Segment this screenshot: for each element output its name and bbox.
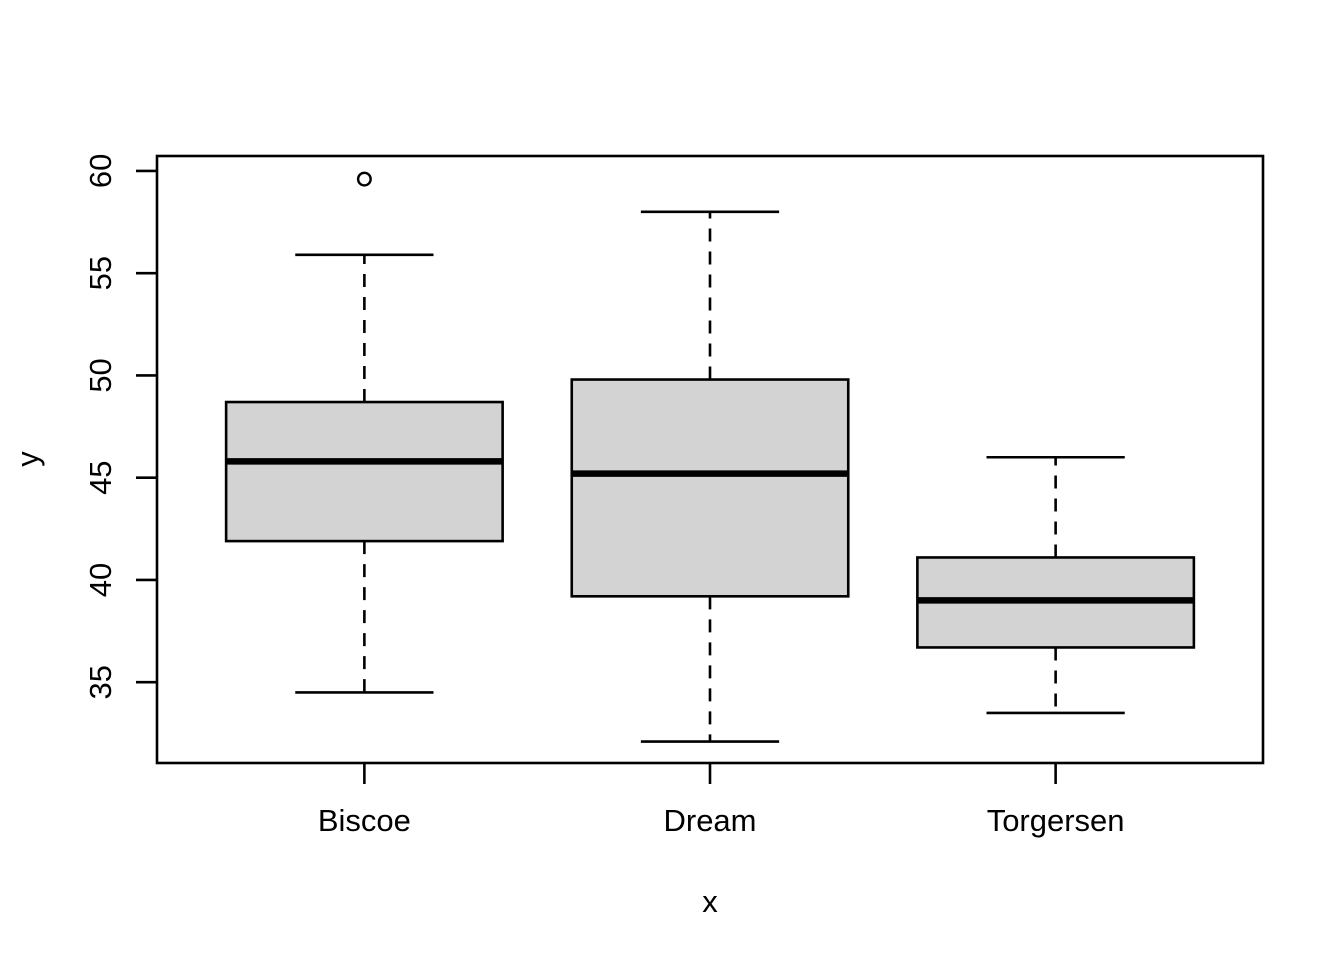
y-tick-label: 35 [83,665,118,699]
y-tick-label: 40 [83,563,118,597]
x-axis-title: x [702,884,718,919]
iqr-box [570,378,850,598]
x-tick-label: Dream [663,803,756,838]
y-tick-label: 50 [83,358,118,392]
y-axis-title: y [10,451,45,467]
outlier-point [356,171,372,187]
x-tick-label: Torgersen [987,803,1125,838]
y-tick-label: 55 [83,256,118,290]
y-tick-label: 45 [83,460,118,494]
y-tick-label: 60 [83,154,118,188]
x-tick-label: Biscoe [318,803,411,838]
iqr-box [224,400,504,543]
